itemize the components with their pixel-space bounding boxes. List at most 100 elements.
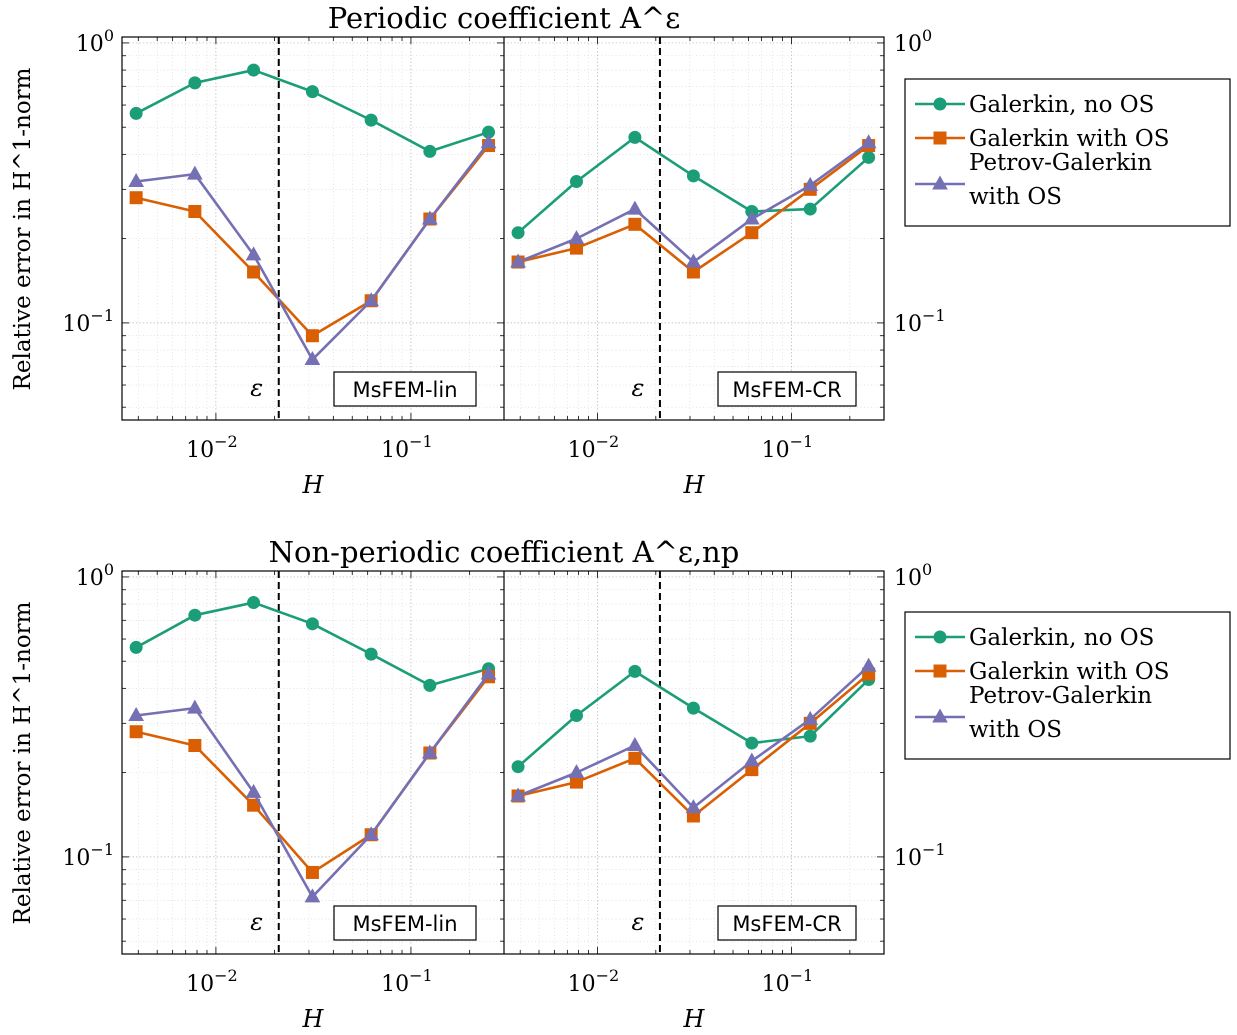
x-tick-label: 10−1 bbox=[381, 966, 433, 997]
data-point bbox=[803, 202, 817, 216]
legend-marker bbox=[933, 630, 947, 644]
chart-title-text: Non-periodic coefficient A^ε,np bbox=[269, 535, 740, 569]
data-point bbox=[510, 787, 526, 802]
y-tick-label-left: 100 bbox=[76, 26, 114, 57]
data-point bbox=[129, 106, 143, 120]
method-label: MsFEM-lin bbox=[352, 912, 457, 936]
data-point bbox=[686, 701, 700, 715]
data-point bbox=[743, 752, 760, 767]
data-point bbox=[187, 165, 203, 180]
series-petrov-galerkin-with-os bbox=[510, 657, 877, 814]
data-point bbox=[304, 350, 321, 366]
data-point bbox=[628, 130, 642, 144]
series-petrov-galerkin-with-os bbox=[510, 134, 877, 268]
data-point bbox=[743, 210, 760, 225]
data-point bbox=[421, 210, 438, 225]
chart-title: Non-periodic coefficient A^ε,np bbox=[269, 535, 740, 569]
plot-background bbox=[122, 37, 884, 420]
plot-background bbox=[122, 571, 884, 954]
data-point bbox=[686, 169, 700, 183]
data-point bbox=[188, 608, 202, 622]
method-label-frame bbox=[333, 905, 477, 941]
y-axis-label: Relative error in H^1-norm bbox=[10, 601, 36, 924]
data-point bbox=[305, 329, 319, 343]
x-tick-label: 10−1 bbox=[762, 432, 814, 463]
legend-marker bbox=[933, 131, 947, 145]
plot-frame bbox=[121, 570, 885, 955]
data-point bbox=[305, 85, 319, 99]
data-point bbox=[628, 751, 642, 765]
method-label-box: MsFEM-lin bbox=[333, 905, 477, 941]
panel-msfem-lin: 10−2 10−1 Hε MsFEM-lin bbox=[128, 37, 497, 499]
epsilon-label: ε bbox=[250, 374, 263, 402]
data-point bbox=[245, 783, 262, 798]
series-galerkin-no-os bbox=[129, 63, 496, 158]
method-label-box: MsFEM-CR bbox=[717, 905, 857, 941]
x-tick-label: 10−2 bbox=[568, 966, 620, 997]
data-point bbox=[245, 246, 262, 261]
y-tick-label-left: 10−1 bbox=[62, 306, 114, 337]
data-point bbox=[187, 699, 203, 714]
data-point bbox=[803, 729, 817, 743]
data-point bbox=[480, 665, 497, 680]
data-point bbox=[363, 292, 379, 307]
data-point bbox=[423, 678, 437, 692]
legend-marker bbox=[933, 664, 947, 678]
data-point bbox=[363, 826, 379, 841]
data-point bbox=[188, 204, 202, 218]
data-point bbox=[129, 191, 143, 205]
legend: Galerkin, no OS Galerkin with OSPetrov-Ga… bbox=[904, 611, 1231, 760]
panel-msfem-cr: 10−2 10−1 Hε MsFEM-CR bbox=[510, 571, 877, 1033]
data-point bbox=[188, 738, 202, 752]
method-label-box: MsFEM-lin bbox=[333, 371, 477, 407]
legend-label: with OS bbox=[969, 717, 1062, 743]
legend-entry-galerkin-with-os: Galerkin with OS bbox=[915, 126, 1170, 152]
legend-marker bbox=[932, 175, 948, 190]
legend-marker bbox=[932, 708, 948, 723]
method-label-frame bbox=[717, 905, 857, 941]
chart-title-text: Periodic coefficient A^ε bbox=[328, 1, 681, 35]
series-petrov-galerkin-with-os bbox=[128, 665, 497, 903]
data-point bbox=[569, 708, 583, 722]
legend-label: Petrov-Galerkin bbox=[969, 150, 1152, 176]
data-point bbox=[305, 865, 319, 879]
legend: Galerkin, no OS Galerkin with OSPetrov-Ga… bbox=[904, 78, 1231, 227]
data-point bbox=[802, 176, 819, 191]
data-point bbox=[247, 596, 261, 610]
epsilon-label: ε bbox=[631, 908, 644, 936]
method-label-box: MsFEM-CR bbox=[717, 371, 857, 407]
data-point bbox=[685, 799, 702, 814]
x-axis-label: H bbox=[683, 471, 706, 499]
legend-label: with OS bbox=[969, 184, 1062, 210]
data-point bbox=[304, 888, 321, 903]
data-point bbox=[745, 226, 759, 240]
y-tick-label-right: 100 bbox=[894, 560, 932, 591]
y-tick-label-left: 10−1 bbox=[62, 840, 114, 871]
epsilon-label: ε bbox=[250, 908, 263, 936]
data-point bbox=[364, 113, 378, 127]
data-point bbox=[862, 150, 876, 164]
data-point bbox=[129, 640, 143, 654]
legend-entry-petrov-galerkin-with-os: Petrov-Galerkin with OS bbox=[915, 683, 1152, 743]
y-tick-label-right: 10−1 bbox=[894, 306, 946, 337]
method-label: MsFEM-CR bbox=[732, 378, 841, 402]
data-point bbox=[421, 744, 438, 759]
legend-entry-galerkin-no-os: Galerkin, no OS bbox=[915, 625, 1154, 651]
legend-label: Galerkin with OS bbox=[969, 126, 1170, 152]
series-petrov-galerkin-with-os bbox=[128, 134, 497, 366]
data-point bbox=[188, 76, 202, 90]
data-point bbox=[568, 764, 585, 779]
x-axis-label: H bbox=[683, 1005, 706, 1033]
legend-marker bbox=[933, 97, 947, 111]
chart-non-periodic: Non-periodic coefficient A^ε,np Relative… bbox=[10, 535, 1231, 1033]
data-point bbox=[568, 230, 585, 245]
x-axis-label: H bbox=[302, 471, 325, 499]
data-point bbox=[129, 725, 143, 739]
y-axis-label: Relative error in H^1-norm bbox=[10, 67, 36, 390]
chart-title: Periodic coefficient A^ε bbox=[328, 1, 681, 35]
chart-periodic: Periodic coefficient A^ε Relative error … bbox=[10, 1, 1231, 499]
x-tick-label: 10−1 bbox=[762, 966, 814, 997]
data-point bbox=[247, 265, 261, 279]
epsilon-label: ε bbox=[631, 374, 644, 402]
